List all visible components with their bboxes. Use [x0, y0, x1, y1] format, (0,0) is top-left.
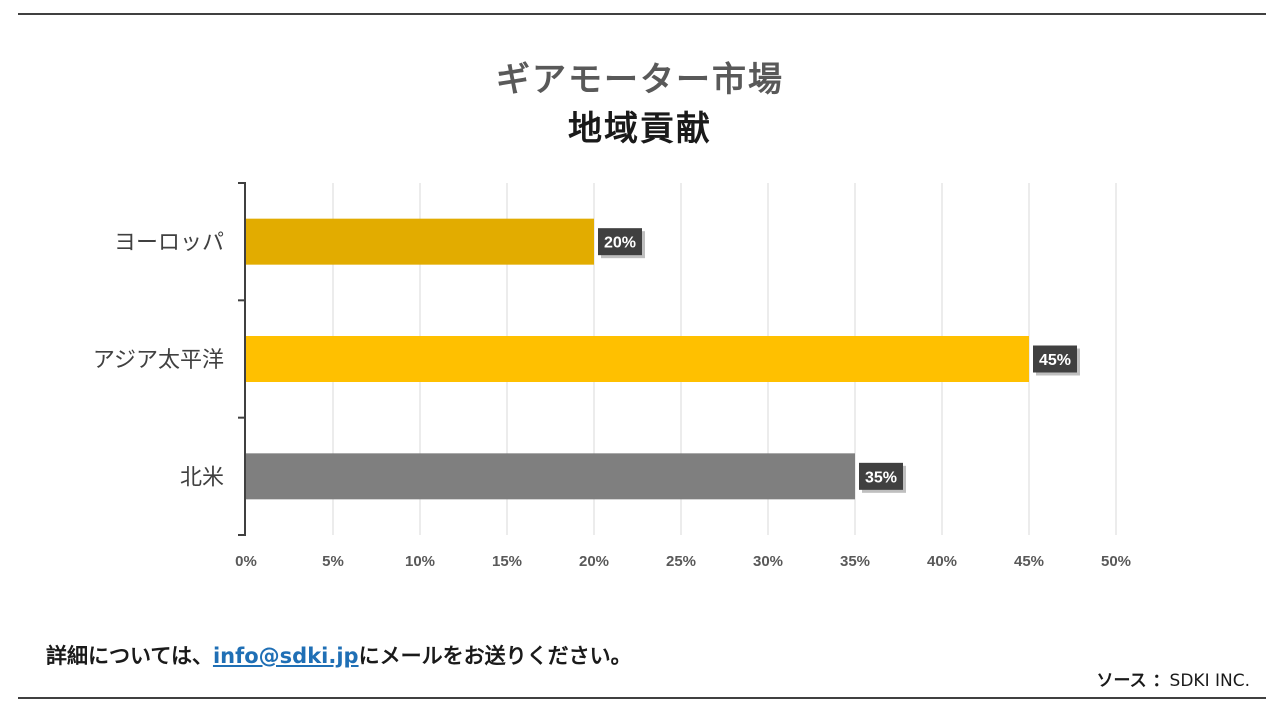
- category-label: ヨーロッパ: [114, 231, 224, 256]
- x-tick-label: 20%: [579, 553, 609, 570]
- contact-email-link[interactable]: info@sdki.jp: [212, 644, 359, 668]
- bars: [246, 218, 1029, 500]
- x-tick-label: 40%: [927, 553, 957, 570]
- category-label: 北米: [180, 465, 224, 490]
- x-tick-labels: 0% 5% 10% 15% 20% 25% 30% 35% 40% 45% 50%: [235, 553, 1131, 570]
- source-credit: ソース ：SDKI INC.: [1096, 666, 1250, 691]
- y-axis: [238, 182, 246, 536]
- source-value: SDKI INC.: [1169, 671, 1250, 691]
- data-labels: 20% 45% 35%: [598, 228, 1080, 493]
- x-tick-label: 30%: [753, 553, 783, 570]
- chart-title: ギアモーター市場: [496, 60, 784, 100]
- bar: [246, 218, 594, 265]
- x-tick-label: 15%: [492, 553, 522, 570]
- data-label-box: [859, 462, 903, 490]
- x-tick-label: 0%: [235, 553, 257, 570]
- contact-prefix: 詳細については、: [46, 644, 213, 668]
- data-label: 45%: [1039, 352, 1071, 369]
- data-label-box: [1033, 345, 1077, 373]
- source-label: ソース ：: [1096, 671, 1170, 691]
- x-tick-label: 25%: [666, 553, 696, 570]
- x-tick-label: 10%: [405, 553, 435, 570]
- bar: [246, 336, 1029, 382]
- chart-subtitle: 地域貢献: [568, 109, 712, 149]
- contact-note: 詳細については、info@sdki.jpにメールをお送りください。: [46, 640, 632, 670]
- category-label: アジア太平洋: [93, 348, 224, 373]
- data-label: 35%: [865, 469, 897, 486]
- top-rule: [18, 13, 1266, 15]
- data-label-box: [598, 228, 642, 256]
- data-label: 20%: [604, 235, 636, 252]
- x-tick-label: 5%: [322, 553, 344, 570]
- x-tick-label: 45%: [1014, 553, 1044, 570]
- x-tick-label: 50%: [1101, 553, 1131, 570]
- contact-suffix: にメールをお送りください。: [358, 644, 632, 668]
- bar: [246, 453, 855, 500]
- x-tick-label: 35%: [840, 553, 870, 570]
- bottom-rule: [18, 697, 1266, 699]
